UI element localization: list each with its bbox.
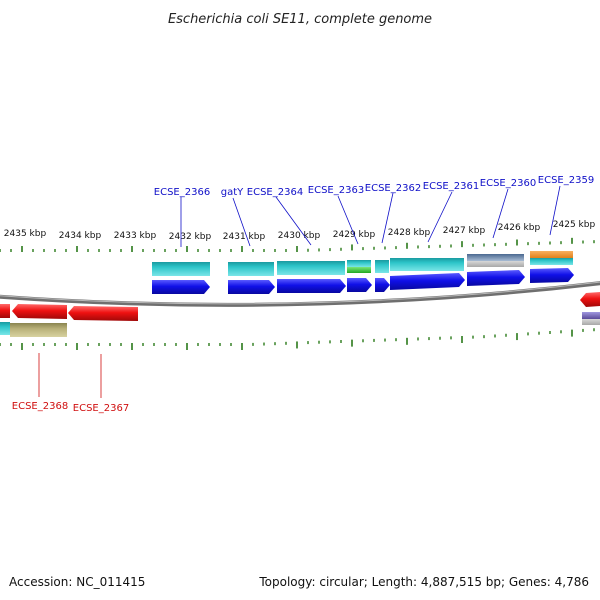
reverse-feature-row	[0, 312, 600, 337]
kbp-label: 2425 kbp	[553, 220, 596, 230]
forward-label-leaders	[180, 185, 561, 247]
gene-feature-bar[interactable]	[152, 262, 210, 276]
cds-arrow-reverse[interactable]	[68, 306, 138, 321]
kbp-label: 2430 kbp	[278, 231, 321, 241]
gene-feature-bar[interactable]	[467, 261, 524, 267]
label-leader-line	[275, 196, 312, 246]
reverse-cds-row	[0, 292, 600, 321]
reverse-gene-labels: ECSE_2368 ECSE_2367	[12, 401, 129, 414]
gene-label[interactable]: ECSE_2362	[365, 183, 421, 194]
label-leader-line	[427, 191, 453, 243]
gene-feature-bar[interactable]	[390, 258, 464, 271]
cds-arrow-forward[interactable]	[390, 273, 465, 290]
gene-label[interactable]: ECSE_2360	[480, 178, 536, 189]
kbp-label: 2435 kbp	[4, 229, 47, 239]
cds-arrow-forward[interactable]	[467, 270, 525, 286]
kbp-label: 2428 kbp	[388, 228, 431, 238]
gene-feature-bar[interactable]	[530, 251, 573, 258]
gene-feature-bar[interactable]	[347, 267, 371, 273]
gene-feature-bar[interactable]	[10, 323, 67, 337]
gene-feature-bar[interactable]	[467, 254, 524, 261]
genome-backbone	[0, 281, 600, 307]
gene-label[interactable]: ECSE_2368	[12, 401, 68, 412]
gene-label[interactable]: gatY	[221, 187, 244, 198]
gene-label[interactable]: ECSE_2366	[154, 187, 210, 198]
gene-feature-bar[interactable]	[228, 262, 274, 276]
gene-label[interactable]: ECSE_2359	[538, 175, 594, 186]
label-leader-line	[381, 192, 394, 244]
kbp-label: 2431 kbp	[223, 232, 266, 242]
cds-arrow-forward[interactable]	[277, 279, 346, 293]
kbp-label: 2434 kbp	[59, 231, 102, 241]
upper-tick-ruler	[0, 237, 595, 252]
cds-arrow-forward[interactable]	[375, 278, 390, 292]
kbp-label: 2432 kbp	[169, 232, 212, 242]
label-leader-line	[337, 195, 359, 245]
kbp-labels: 2435 kbp 2434 kbp 2433 kbp 2432 kbp 2431…	[4, 220, 596, 242]
forward-cds-row	[152, 268, 574, 294]
forward-gene-labels: ECSE_2366 gatY ECSE_2364 ECSE_2363 ECSE_…	[154, 175, 594, 198]
gene-feature-bar[interactable]	[530, 258, 573, 265]
gene-label[interactable]: ECSE_2364	[247, 187, 303, 198]
gene-feature-bar[interactable]	[277, 261, 345, 275]
kbp-label: 2426 kbp	[498, 223, 541, 233]
kbp-label: 2433 kbp	[114, 231, 157, 241]
accession-text: Accession: NC_011415	[9, 575, 145, 589]
cds-arrow-reverse[interactable]	[580, 292, 600, 307]
cds-arrow-forward[interactable]	[228, 280, 275, 294]
cds-arrow-forward[interactable]	[152, 280, 210, 294]
cds-arrow-reverse[interactable]	[0, 304, 10, 318]
gene-label[interactable]: ECSE_2361	[423, 181, 479, 192]
gene-label[interactable]: ECSE_2363	[308, 185, 364, 196]
label-leader-line	[232, 197, 251, 247]
label-leader-line	[492, 188, 509, 239]
reverse-label-leaders	[38, 353, 102, 398]
gene-feature-bar[interactable]	[582, 312, 600, 319]
gene-feature-bar[interactable]	[0, 322, 10, 335]
lower-tick-ruler	[0, 328, 595, 350]
cds-arrow-forward[interactable]	[347, 278, 372, 292]
map-title: Escherichia coli SE11, complete genome	[168, 12, 432, 27]
gene-feature-bar[interactable]	[582, 319, 600, 325]
gene-feature-bar[interactable]	[347, 260, 371, 267]
cds-arrow-reverse[interactable]	[12, 304, 67, 319]
forward-feature-row	[152, 251, 573, 276]
kbp-label: 2427 kbp	[443, 226, 486, 236]
cds-arrow-forward[interactable]	[530, 268, 574, 283]
gene-feature-bar[interactable]	[375, 260, 389, 273]
label-leader-line	[549, 185, 561, 236]
genome-backbone-highlight	[0, 281, 600, 305]
genome-summary-text: Topology: circular; Length: 4,887,515 bp…	[258, 575, 589, 589]
gene-label[interactable]: ECSE_2367	[73, 403, 129, 414]
